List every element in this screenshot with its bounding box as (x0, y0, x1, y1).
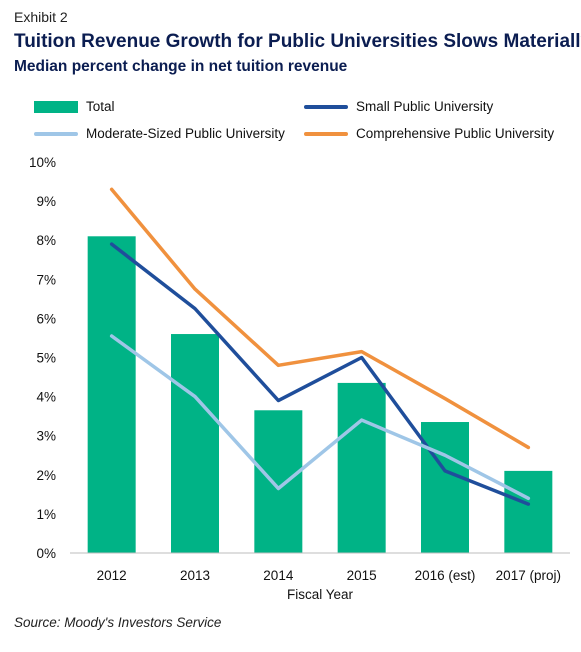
legend-label-comprehensive: Comprehensive Public University (356, 126, 555, 141)
y-tick-label: 0% (36, 546, 56, 561)
y-tick-label: 10% (29, 155, 56, 170)
source-note: Source: Moody's Investors Service (14, 615, 222, 630)
y-tick-label: 7% (36, 272, 56, 287)
x-tick-label: 2013 (180, 568, 210, 583)
bar-total (421, 422, 469, 553)
x-tick-label: 2012 (97, 568, 127, 583)
legend-swatch-moderate (34, 131, 78, 136)
legend-item-comprehensive: Comprehensive Public University (304, 126, 554, 141)
bar-total (87, 236, 136, 554)
exhibit-label: Exhibit 2 (14, 9, 68, 25)
x-tick-label: 2014 (263, 568, 294, 583)
y-tick-label: 2% (36, 468, 56, 483)
x-tick-label: 2015 (347, 568, 377, 583)
y-tick-label: 1% (36, 507, 56, 522)
line-comprehensive-public (109, 187, 531, 450)
y-tick-label: 8% (36, 233, 56, 248)
line-small-public (109, 242, 531, 506)
legend-swatch-total (34, 100, 78, 113)
x-axis-title: Fiscal Year (287, 587, 354, 602)
y-tick-label: 9% (36, 194, 56, 209)
y-tick-label: 6% (36, 311, 56, 326)
legend-label-total: Total (86, 99, 115, 114)
legend-item-moderate: Moderate-Sized Public University (34, 126, 285, 141)
legend-swatch-comprehensive (304, 131, 348, 136)
legend-swatch-small (304, 104, 348, 109)
x-tick-label: 2017 (proj) (496, 568, 561, 583)
legend-item-total: Total (34, 99, 115, 114)
bar-total (254, 410, 303, 553)
bar-total (337, 382, 386, 553)
y-tick-label: 4% (36, 390, 56, 405)
chart-title: Tuition Revenue Growth for Public Univer… (14, 31, 581, 52)
y-tick-label: 3% (36, 429, 56, 444)
chart-subtitle: Median percent change in net tuition rev… (14, 58, 348, 75)
y-tick-label: 5% (36, 351, 56, 366)
bar-total (504, 470, 553, 553)
line-moderate-public (109, 334, 531, 501)
legend-label-moderate: Moderate-Sized Public University (86, 126, 285, 141)
bar-total (171, 334, 219, 553)
legend-label-small: Small Public University (356, 99, 494, 114)
x-tick-label: 2016 (est) (415, 568, 476, 583)
legend-item-small: Small Public University (304, 99, 493, 114)
